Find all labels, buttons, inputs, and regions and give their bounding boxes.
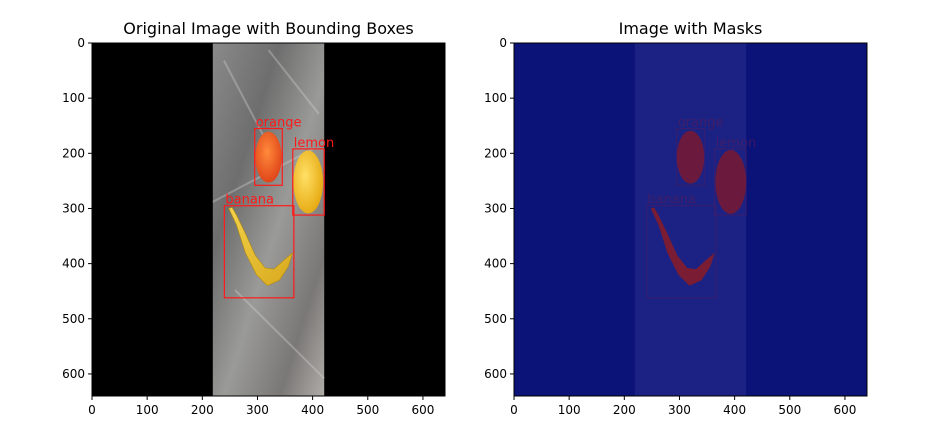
box-label-orange: orange: [256, 115, 302, 130]
y-tick-label: 0: [77, 36, 85, 50]
x-tick-label: 200: [191, 403, 214, 417]
mask-banana: [650, 207, 715, 286]
y-tick-label: 200: [62, 146, 85, 160]
plastic-sheen: [267, 49, 320, 115]
x-tick-label: 600: [833, 403, 856, 417]
y-tick-label: 100: [62, 91, 85, 105]
x-tick-label: 100: [558, 403, 581, 417]
faint-box-lemon: [714, 148, 747, 216]
y-tick-label: 600: [484, 367, 507, 381]
y-tick-label: 500: [484, 312, 507, 326]
y-tick-label: 400: [484, 257, 507, 271]
bounding-box-lemon: [292, 148, 325, 216]
mask-orange: [676, 130, 705, 184]
bounding-box-orange: [254, 127, 283, 186]
image-original: [92, 43, 445, 396]
faint-box-orange: [676, 127, 705, 186]
y-tick-label: 600: [62, 367, 85, 381]
faint-box-label-lemon: lemon: [716, 136, 756, 151]
x-axis-left: 0 100 200 300 400 500 600: [88, 396, 434, 417]
x-tick-label: 600: [411, 403, 434, 417]
bounding-boxes: orange lemon banana: [223, 115, 334, 299]
y-tick-label: 0: [499, 36, 507, 50]
axes-frame-left: [91, 42, 446, 397]
faint-box-banana: [645, 205, 717, 299]
y-axis-right: 0 100 200 300 400 500 600: [484, 36, 514, 381]
plastic-sheen: [234, 289, 325, 380]
x-axis-right: 0 100 200 300 400 500 600: [510, 396, 856, 417]
y-tick-label: 400: [62, 257, 85, 271]
y-tick-label: 200: [484, 146, 507, 160]
x-tick-label: 100: [136, 403, 159, 417]
x-tick-label: 500: [356, 403, 379, 417]
faint-box-label-orange: orange: [678, 115, 724, 130]
bounding-box-banana: [223, 205, 295, 299]
fruit-lemon: [293, 150, 324, 214]
y-axis-left: 0 100 200 300 400 500 600: [62, 36, 92, 381]
y-tick-label: 500: [62, 312, 85, 326]
mask-lemon: [715, 150, 747, 214]
chart-title-right: Image with Masks: [619, 19, 763, 38]
box-label-banana: banana: [225, 193, 274, 208]
x-tick-label: 400: [301, 403, 324, 417]
chart-title-left: Original Image with Bounding Boxes: [123, 19, 413, 38]
y-tick-label: 100: [484, 91, 507, 105]
x-tick-label: 200: [613, 403, 636, 417]
box-label-lemon: lemon: [294, 136, 334, 151]
x-tick-label: 0: [88, 403, 96, 417]
x-tick-label: 0: [510, 403, 518, 417]
panel-original-image: Original Image with Bounding Boxes orang…: [62, 19, 446, 417]
photo-background: [212, 43, 325, 396]
panel-mask-image: Image with Masks orange lemon banana 0 100 2…: [484, 19, 868, 417]
fruit-orange: [255, 131, 282, 183]
x-tick-label: 300: [668, 403, 691, 417]
image-masks: orange lemon banana: [514, 43, 867, 396]
mask-photo-overlay: [634, 43, 747, 396]
faint-box-label-banana: banana: [647, 193, 696, 208]
y-tick-label: 300: [484, 201, 507, 215]
y-tick-label: 300: [62, 201, 85, 215]
axes-frame-right: [513, 42, 868, 397]
x-tick-label: 300: [246, 403, 269, 417]
x-tick-label: 500: [778, 403, 801, 417]
fruit-banana: [228, 207, 294, 287]
x-tick-label: 400: [723, 403, 746, 417]
